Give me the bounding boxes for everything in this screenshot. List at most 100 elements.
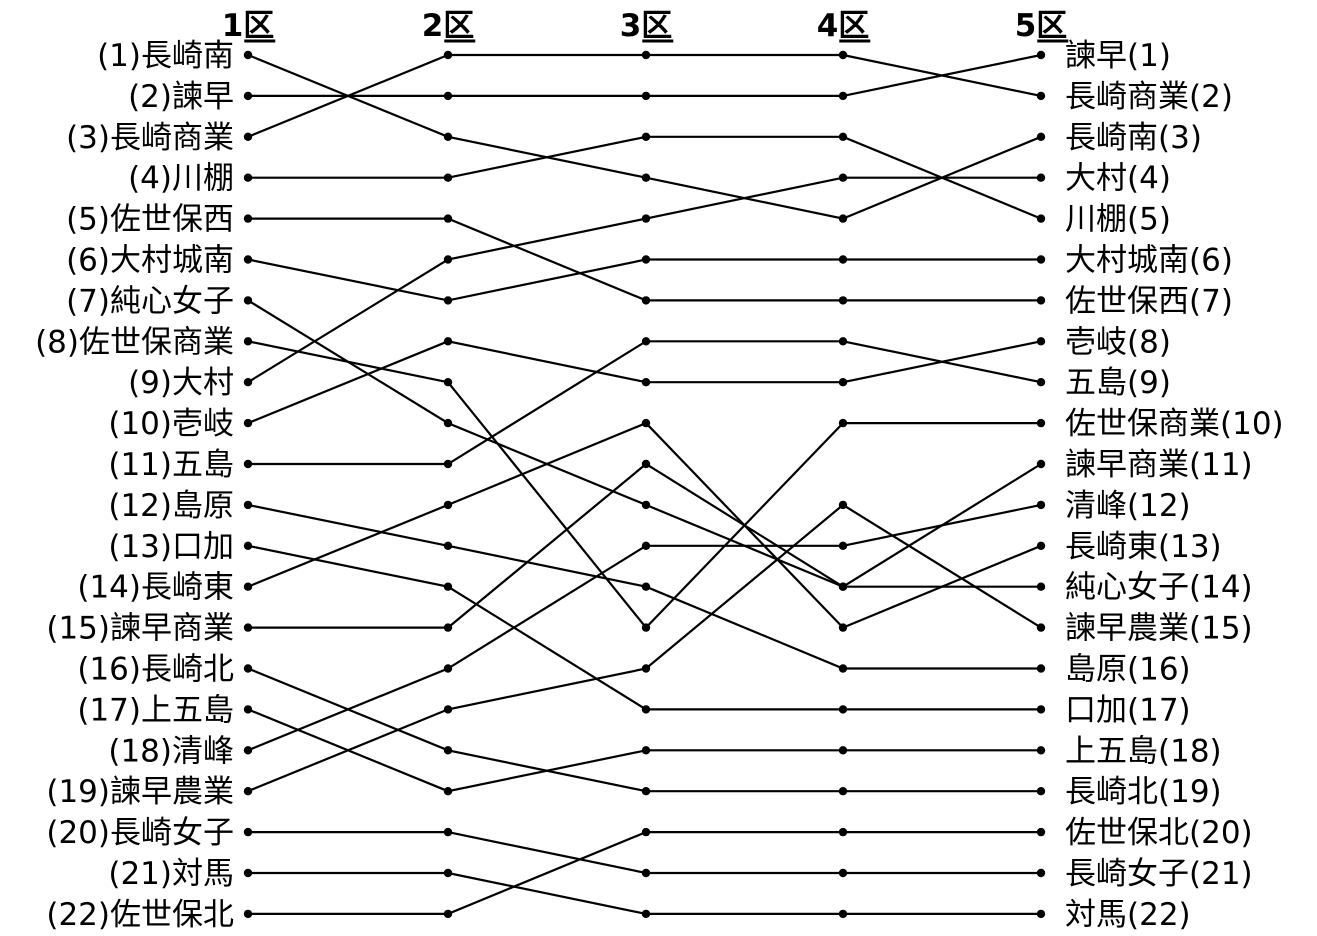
rank-point — [443, 705, 453, 714]
rank-point — [243, 705, 253, 714]
rank-lines — [247, 53, 1042, 916]
start-rank-label: (9)大村 — [128, 365, 234, 401]
rank-point — [838, 582, 848, 591]
final-rank-label: 諫早商業(11) — [1065, 447, 1253, 483]
rank-point — [443, 255, 453, 264]
final-rank-label: 壱岐(8) — [1065, 324, 1171, 360]
rank-point — [1036, 541, 1046, 550]
final-rank-label: 諫早(1) — [1065, 38, 1171, 74]
team-rank-line — [248, 53, 1042, 98]
rank-point — [243, 582, 253, 591]
rank-point — [443, 296, 453, 305]
final-rank-label: 長崎東(13) — [1065, 529, 1222, 565]
rank-point — [641, 132, 651, 141]
start-rank-label: (11)五島 — [108, 447, 234, 483]
rank-point — [1036, 378, 1046, 387]
rank-point — [243, 623, 253, 632]
rank-point — [443, 746, 453, 755]
final-rank-label: 諫早農業(15) — [1065, 611, 1253, 647]
start-rank-label: (18)清峰 — [108, 733, 234, 769]
rank-point — [243, 50, 253, 60]
rank-point — [838, 746, 848, 755]
start-rank-label: (8)佐世保商業 — [35, 324, 234, 360]
rank-point — [243, 418, 253, 428]
final-rank-labels: 長崎南(3) 諫早(1) 長崎商業(2) 川棚(5) 佐世保西(7) 大村城南(6) 純心女… — [1065, 38, 1284, 933]
rank-point — [243, 868, 253, 878]
rank-point — [243, 378, 253, 387]
rank-dots — [243, 50, 1046, 919]
rank-point — [641, 541, 651, 550]
rank-point — [1036, 459, 1046, 469]
start-rank-label: (1)長崎南 — [97, 38, 234, 74]
start-rank-label: (16)長崎北 — [77, 652, 234, 688]
start-rank-label: (21)対馬 — [108, 856, 234, 892]
rank-point — [838, 787, 848, 796]
rank-point — [641, 868, 651, 878]
final-rank-label: 島原(16) — [1065, 652, 1191, 688]
rank-point — [1036, 255, 1046, 264]
rank-point — [838, 909, 848, 919]
rank-point — [243, 255, 253, 264]
start-rank-label: (10)壱岐 — [108, 406, 234, 442]
stage-header: 1区 — [222, 8, 275, 44]
team-rank-line — [247, 667, 1041, 793]
stage-header: 3区 — [620, 8, 673, 44]
rank-point — [243, 173, 253, 182]
rank-point — [443, 582, 453, 591]
start-rank-label: (4)川棚 — [128, 161, 234, 197]
final-rank-label: 清峰(12) — [1065, 488, 1191, 524]
rank-point — [1036, 296, 1046, 305]
rank-point — [1036, 827, 1046, 837]
rank-point — [641, 705, 651, 714]
rank-point — [838, 418, 848, 428]
rank-point — [838, 623, 848, 632]
rank-point — [641, 173, 651, 182]
rank-point — [838, 827, 848, 837]
rank-point — [838, 337, 848, 346]
rank-point — [641, 582, 651, 591]
rank-point — [838, 132, 848, 141]
rank-point — [1036, 623, 1046, 632]
rank-point — [243, 296, 253, 305]
rank-point — [243, 827, 253, 837]
rank-point — [641, 296, 651, 305]
rank-point — [243, 132, 253, 141]
final-rank-label: 五島(9) — [1065, 365, 1171, 401]
final-rank-label: 長崎商業(2) — [1065, 79, 1233, 115]
start-rank-label: (7)純心女子 — [66, 283, 234, 319]
rank-point — [243, 214, 253, 223]
rank-point — [641, 214, 651, 223]
rank-point — [1036, 337, 1046, 346]
rank-point — [838, 541, 848, 550]
rank-point — [443, 664, 453, 673]
rank-point — [443, 91, 453, 101]
rank-point — [443, 378, 453, 387]
rank-point — [641, 91, 651, 101]
team-rank-line — [248, 340, 1042, 466]
rank-point — [1036, 50, 1046, 60]
rank-point — [443, 500, 453, 510]
start-rank-label: (2)諫早 — [128, 79, 234, 115]
rank-point — [443, 787, 453, 796]
final-rank-label: 長崎北(19) — [1065, 774, 1222, 810]
rank-point — [838, 214, 848, 223]
rank-point — [443, 173, 453, 182]
final-rank-label: 長崎女子(21) — [1065, 856, 1253, 892]
rank-point — [1036, 500, 1046, 510]
rank-point — [443, 541, 453, 550]
rank-point — [1036, 664, 1046, 673]
rank-point — [1036, 91, 1046, 101]
rank-point — [641, 378, 651, 387]
rank-point — [1036, 787, 1046, 796]
rank-point — [1036, 132, 1046, 141]
start-rank-label: (15)諫早商業 — [46, 611, 234, 647]
start-rank-label: (19)諫早農業 — [46, 774, 234, 810]
rank-point — [641, 337, 651, 346]
rank-point — [443, 214, 453, 223]
start-rank-label: (5)佐世保西 — [66, 202, 234, 238]
start-rank-label: (12)島原 — [108, 488, 234, 524]
rank-point — [838, 50, 848, 60]
rank-point — [443, 623, 453, 632]
rank-point — [838, 173, 848, 182]
